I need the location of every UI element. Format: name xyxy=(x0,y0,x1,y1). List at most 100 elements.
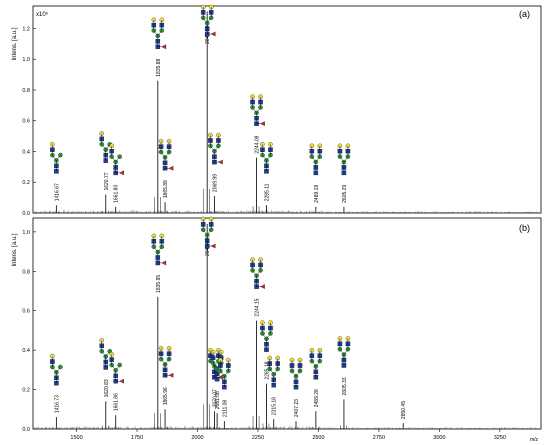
panel-b-glycan-structures xyxy=(50,216,351,390)
glycosidic-bond xyxy=(105,144,110,150)
glycosidic-bond xyxy=(220,370,225,377)
panel-a-y-scale-label: x10⁵ xyxy=(36,11,49,18)
peak-label: 2244.09 xyxy=(255,135,261,153)
glycosidic-bond xyxy=(52,366,57,373)
glycosidic-bond xyxy=(224,370,229,377)
panel-a-peak-labels: 1416.671620.771661.801835.881865.892040.… xyxy=(54,26,348,203)
peak-label: 2489.19 xyxy=(314,185,320,203)
y-tick-label: 1.0 xyxy=(22,230,30,236)
fucose-symbol xyxy=(168,372,174,378)
glycosidic-bond xyxy=(56,154,61,161)
glycosidic-bond xyxy=(212,362,218,369)
glycosidic-bond xyxy=(266,333,271,339)
glycosidic-bond xyxy=(252,270,257,276)
glycosidic-bond xyxy=(269,368,274,375)
x-tick-label: 3250 xyxy=(494,435,506,441)
glycosidic-bond xyxy=(157,246,162,253)
y-tick-label: 0.6 xyxy=(22,119,30,125)
panel-a-label: (a) xyxy=(519,9,530,19)
panel-b: Intens. [a.u.] (b) 0.0 0.2 0.4 0.6 0.8 1.0 14… xyxy=(12,216,542,433)
glycosidic-bond xyxy=(262,154,267,161)
panel-a-baseline xyxy=(34,210,539,213)
x-tick-label: 2500 xyxy=(312,435,324,441)
fucose-symbol xyxy=(168,165,174,171)
glycosidic-bond xyxy=(153,246,158,253)
glycosidic-bond xyxy=(273,368,278,375)
glycosidic-bond xyxy=(157,30,162,37)
x-tick-label: 3000 xyxy=(433,435,445,441)
glycosidic-bond xyxy=(160,358,166,365)
mannose-symbol xyxy=(58,152,63,158)
fucose-symbol xyxy=(210,243,216,249)
glycosidic-bond xyxy=(262,333,267,339)
panel-a-y-ticks: 0.0 0.2 0.4 0.6 0.8 1.0 1.2 xyxy=(22,26,36,217)
mannose-symbol xyxy=(117,154,122,159)
y-tick-label: 1.0 xyxy=(22,57,30,63)
x-tick-label: 2250 xyxy=(252,435,264,441)
y-tick-label: 0.4 xyxy=(22,348,30,354)
panel-b-peak-labels: 1416.731620.831661.861835.951865.962040.… xyxy=(54,238,407,419)
fucose-symbol xyxy=(119,378,124,384)
fucose-symbol xyxy=(119,170,124,176)
y-tick-label: 0.4 xyxy=(22,149,30,155)
glycosidic-bond xyxy=(207,229,212,236)
x-axis-label: m/z xyxy=(530,437,539,443)
peak-label: 2605.33 xyxy=(342,377,348,395)
glycosidic-bond xyxy=(115,364,120,371)
y-tick-label: 0.0 xyxy=(22,211,30,217)
x-tick-label: 1750 xyxy=(131,435,143,441)
glycosidic-bond xyxy=(164,358,170,365)
glycosidic-bond xyxy=(210,145,215,152)
glycosidic-bond xyxy=(160,151,166,158)
fucose-symbol xyxy=(217,159,223,165)
y-tick-label: 0.2 xyxy=(22,180,30,186)
glycosidic-bond xyxy=(266,154,271,161)
glycosidic-bond xyxy=(214,145,219,152)
y-tick-label: 0.0 xyxy=(22,427,30,433)
panel-a-peaks xyxy=(52,11,347,213)
peak-label: 1835.88 xyxy=(156,58,162,76)
peak-label: 2850.45 xyxy=(401,401,407,419)
panel-a: x10⁵ Intens. [a.u.] (a) 0.0 0.2 0.4 0.6 0.8 1… xyxy=(12,4,542,217)
peak-label: 1620.83 xyxy=(104,379,110,397)
panel-a-glycan-structures xyxy=(50,4,351,176)
y-tick-label: 0.2 xyxy=(22,388,30,394)
fucose-symbol xyxy=(161,260,167,266)
peak-label: 2285.11 xyxy=(264,183,270,201)
glycosidic-bond xyxy=(291,370,297,377)
glycosidic-bond xyxy=(153,30,158,37)
glycosidic-bond xyxy=(101,144,106,150)
peak-label: 1835.95 xyxy=(156,275,162,293)
glycosidic-bond xyxy=(56,366,61,373)
y-tick-label: 0.6 xyxy=(22,309,30,315)
spectrum-baseline xyxy=(34,210,539,213)
glycosidic-bond xyxy=(115,156,120,163)
peak-label: 2605.29 xyxy=(342,185,348,203)
glycosidic-bond xyxy=(164,151,170,158)
peak-label: 1661.86 xyxy=(114,393,120,411)
fucose-symbol xyxy=(161,44,167,50)
glycosidic-bond xyxy=(52,154,57,161)
panel-b-frame xyxy=(32,217,542,430)
mannose-symbol xyxy=(58,364,63,370)
glycosidic-bond xyxy=(111,364,116,371)
fucose-symbol xyxy=(260,284,265,289)
panel-b-y-ticks: 0.0 0.2 0.4 0.6 0.8 1.0 xyxy=(22,230,36,433)
glycosidic-bond xyxy=(252,107,257,113)
y-tick-label: 0.8 xyxy=(22,269,30,275)
panel-b-peaks xyxy=(52,223,406,429)
peak-label: 1865.96 xyxy=(163,387,169,405)
peak-label: 2081.08 xyxy=(215,391,221,409)
panel-b-y-axis-label: Intens. [a.u.] xyxy=(12,233,18,266)
peak-label: 1416.73 xyxy=(54,395,60,413)
glycosidic-bond xyxy=(315,360,321,367)
glycosidic-bond xyxy=(203,17,208,24)
spectrum-baseline xyxy=(34,426,539,429)
glycosidic-bond xyxy=(203,229,208,236)
glycosidic-bond xyxy=(105,351,110,357)
panel-a-frame xyxy=(32,5,542,214)
glycosidic-bond xyxy=(315,156,320,163)
y-tick-label: 0.8 xyxy=(22,88,30,94)
peak-label: 2315.18 xyxy=(272,397,278,415)
